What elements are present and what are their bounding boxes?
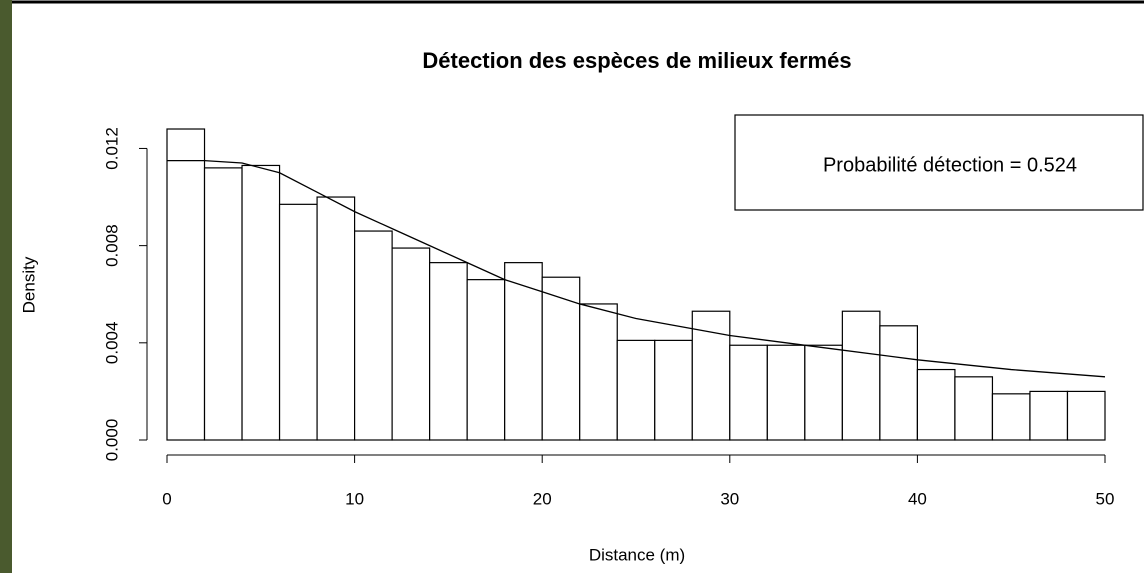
bar	[767, 345, 805, 440]
bar	[430, 263, 468, 440]
bar	[242, 165, 280, 440]
y-tick-label: 0.008	[102, 224, 121, 267]
bar	[167, 129, 205, 440]
bar	[917, 370, 955, 440]
bar	[205, 168, 243, 440]
bar	[505, 263, 543, 440]
bar	[317, 197, 355, 440]
bar	[580, 304, 618, 440]
bar	[355, 231, 393, 440]
y-axis-label: Density	[19, 256, 38, 313]
bar	[617, 340, 655, 440]
bar	[655, 340, 693, 440]
x-tick-label: 30	[720, 489, 739, 508]
x-tick-label: 20	[533, 489, 552, 508]
bar	[467, 280, 505, 440]
x-tick-label: 10	[345, 489, 364, 508]
background-strip	[0, 0, 12, 573]
bar	[1030, 391, 1068, 440]
x-tick-label: 40	[908, 489, 927, 508]
bar	[955, 377, 993, 440]
bar	[842, 311, 880, 440]
bar	[805, 345, 843, 440]
bar	[1067, 391, 1105, 440]
bar	[692, 311, 730, 440]
y-tick-label: 0.004	[102, 322, 121, 365]
chart-title: Détection des espèces de milieux fermés	[422, 48, 851, 73]
bar	[392, 248, 430, 440]
chart: Détection des espèces de milieux fermés …	[0, 0, 1144, 573]
x-axis-label: Distance (m)	[589, 545, 685, 564]
bar	[280, 204, 318, 440]
annotation: Probabilité détection = 0.524	[823, 154, 1077, 176]
x-tick-label: 50	[1096, 489, 1115, 508]
x-tick-label: 0	[162, 489, 171, 508]
y-tick-label: 0.000	[102, 419, 121, 462]
bar	[880, 326, 918, 440]
bar	[730, 345, 768, 440]
y-tick-label: 0.012	[102, 127, 121, 170]
bar	[992, 394, 1030, 440]
